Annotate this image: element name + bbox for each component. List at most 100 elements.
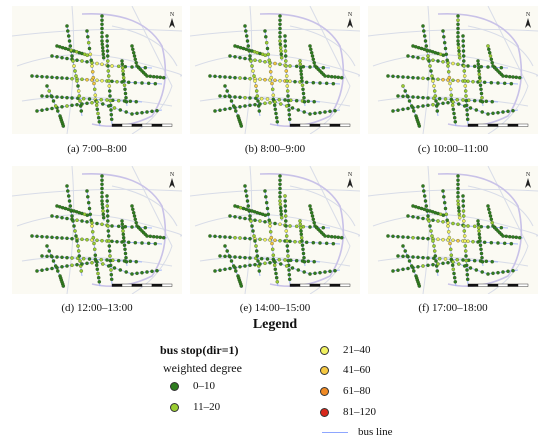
- bus-stop-point: [105, 258, 109, 262]
- bus-stop-point: [333, 75, 337, 79]
- bus-stop-point: [223, 267, 227, 272]
- bus-stop-point: [482, 240, 487, 245]
- bus-stop-point: [267, 218, 271, 222]
- bus-stop-point: [279, 262, 283, 266]
- bus-stop-point: [245, 39, 250, 43]
- bus-stop-point: [285, 84, 290, 88]
- map-panel: N: [368, 166, 538, 294]
- bus-stop-point: [318, 110, 322, 115]
- bus-stop-point: [106, 229, 111, 233]
- bus-stop-point: [40, 254, 44, 258]
- bus-stop-point: [80, 102, 84, 106]
- bus-stop-point: [100, 182, 104, 187]
- bus-stop-point: [496, 110, 500, 115]
- bus-stop-point: [51, 259, 56, 263]
- bus-stop-point: [406, 106, 410, 111]
- bus-stop-point: [401, 107, 405, 112]
- bus-stop-point: [461, 214, 466, 218]
- bus-stop-point: [426, 256, 430, 260]
- bus-stop-point: [422, 189, 426, 193]
- bus-stop-point: [468, 266, 473, 270]
- bus-stop-point: [244, 189, 248, 193]
- bus-stop-point: [412, 109, 416, 113]
- bus-stop-point: [283, 209, 288, 213]
- bus-stop-point: [488, 214, 493, 218]
- bus-stop-point: [40, 108, 44, 112]
- bus-stop-point: [243, 216, 247, 221]
- bus-stop-point: [463, 84, 468, 88]
- bus-stop-point: [486, 65, 490, 69]
- bus-stop-point: [223, 244, 227, 248]
- bus-stop-point: [244, 34, 249, 38]
- bus-stop-point: [302, 270, 306, 274]
- bus-stop-point: [411, 55, 415, 59]
- bus-stop-point: [227, 94, 232, 98]
- bus-stop-point: [94, 263, 99, 267]
- bus-stop-point: [86, 195, 90, 199]
- bus-stop-point: [158, 235, 163, 240]
- bus-stop-point: [405, 254, 410, 258]
- scale-bar: [289, 123, 351, 127]
- bus-stop-point: [121, 69, 125, 73]
- bus-stop-point: [452, 275, 457, 280]
- legend-class-61-80: 61–80: [320, 385, 371, 397]
- bus-stop-point: [273, 107, 278, 112]
- bus-stop-point: [233, 215, 237, 219]
- bus-stop-point: [301, 87, 305, 92]
- basemap-road: [12, 28, 182, 37]
- bus-stop-point: [278, 178, 282, 182]
- north-label: N: [348, 12, 353, 18]
- bus-stop-point: [406, 54, 410, 58]
- bus-stop-point: [308, 65, 312, 69]
- bus-stop-point: [126, 80, 131, 85]
- bus-stop-point: [461, 44, 466, 48]
- bus-stop-point: [436, 237, 440, 242]
- bus-stop-point: [300, 83, 305, 87]
- bus-stop-point: [90, 64, 94, 68]
- bus-stop-point: [70, 54, 74, 58]
- bus-stop-point: [328, 109, 332, 114]
- bus-stop-point: [120, 219, 124, 223]
- bus-stop-point: [442, 40, 447, 45]
- basemap-road: [487, 6, 529, 134]
- bus-stop-point: [268, 100, 272, 105]
- bus-stop-point: [45, 254, 49, 259]
- bus-stop-point: [124, 110, 128, 114]
- basemap-road: [309, 6, 351, 134]
- bus-stop-point: [45, 235, 49, 239]
- bus-stop-point: [112, 106, 117, 110]
- bus-stop-point: [116, 64, 121, 69]
- bus-stop-point: [466, 64, 470, 68]
- bus-stop-point: [486, 44, 490, 48]
- bus-stop-point: [310, 214, 315, 218]
- bus-stop-point: [77, 254, 82, 258]
- bus-stop-point: [105, 214, 110, 218]
- bus-stop-point: [279, 52, 284, 57]
- bus-stop-point: [479, 91, 484, 96]
- bus-stop-point: [269, 75, 274, 80]
- bus-stop-point: [462, 219, 466, 223]
- bus-stop-point: [433, 94, 438, 98]
- north-label: N: [170, 172, 175, 178]
- bus-stop-point: [299, 229, 303, 233]
- bus-stop-point: [90, 230, 95, 234]
- bus-stop-point: [504, 74, 509, 79]
- bus-stop-point: [70, 76, 74, 81]
- bus-stop-point: [472, 64, 477, 69]
- bus-stop-point: [328, 269, 332, 274]
- bus-stop-point: [86, 35, 90, 39]
- bus-stop-point: [272, 263, 277, 267]
- bus-stop-point: [456, 78, 460, 83]
- bus-stop-point: [75, 262, 79, 267]
- bus-stop-point: [290, 266, 295, 270]
- bus-stop-point: [278, 78, 282, 83]
- bus-stop-point: [426, 236, 430, 241]
- bus-stop-point: [304, 240, 309, 245]
- bus-stop-point: [514, 235, 519, 240]
- bus-stop-point: [78, 259, 82, 263]
- bus-stop-point: [56, 109, 60, 113]
- bus-stop-point: [61, 284, 66, 288]
- bus-stop-point: [311, 240, 316, 245]
- bus-stop-point: [223, 75, 227, 79]
- bus-stop-point: [140, 241, 144, 245]
